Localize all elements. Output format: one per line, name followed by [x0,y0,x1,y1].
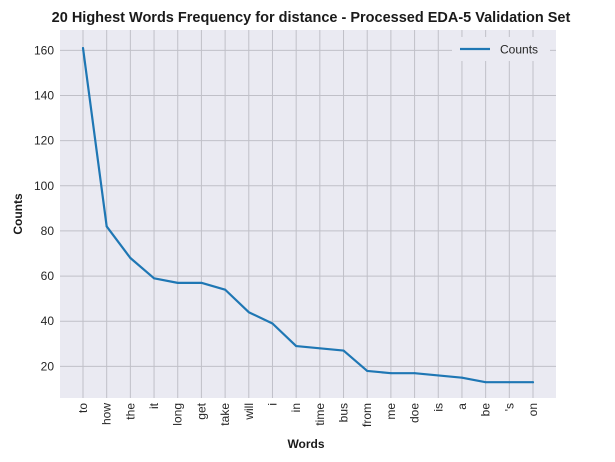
y-tick-label: 80 [41,224,55,238]
y-axis-label: Counts [11,193,25,235]
data-point [176,281,179,284]
x-tick-label: from [360,403,374,427]
data-point [153,277,156,280]
data-point [508,381,511,384]
chart-title: 20 Highest Words Frequency for distance … [52,10,571,26]
y-tick-label: 60 [41,269,55,283]
y-tick-label: 20 [41,359,55,373]
x-tick-label: take [218,403,232,426]
data-point [82,47,84,50]
data-point [460,376,463,379]
legend: Counts [452,37,550,61]
x-tick-label: doe [408,403,422,423]
x-axis-ticks: to how the it long get take will i in time bus from m… [76,402,540,427]
data-point [413,372,416,375]
x-tick-label: long [171,403,185,426]
x-tick-label: to [76,403,90,413]
x-tick-label: is [431,403,445,412]
data-point [389,372,392,375]
x-tick-label: how [100,403,114,425]
x-tick-label: get [194,402,208,419]
series-line-counts [81,46,535,384]
data-point [200,281,203,284]
y-tick-label: 40 [41,314,55,328]
x-tick-label: the [123,403,137,420]
y-axis-ticks: 20 40 60 80 100 120 140 160 [34,43,54,373]
data-point [437,374,440,377]
data-point [318,347,321,350]
y-tick-label: 140 [34,88,54,102]
x-tick-label: in [289,403,303,412]
x-tick-label: will [242,403,256,421]
y-tick-label: 160 [34,43,54,57]
legend-label-counts: Counts [500,43,538,57]
x-tick-label: on [526,403,540,416]
data-point [224,288,227,291]
data-point [342,349,345,352]
plot-area [60,30,556,398]
y-tick-label: 100 [34,179,54,193]
x-tick-label: bus [337,403,351,422]
x-axis-label: Words [287,437,324,451]
data-point [129,257,132,260]
x-tick-label: me [384,403,398,420]
data-point [484,381,487,384]
x-tick-label: 's [502,403,516,411]
data-point [295,345,298,348]
data-point [366,369,369,372]
data-point [247,311,250,314]
grid-lines [60,30,556,398]
x-tick-label: it [147,402,161,409]
x-tick-label: a [455,403,469,410]
y-tick-label: 120 [34,134,54,148]
x-tick-label: be [479,403,493,417]
x-tick-label: time [313,403,327,426]
data-point [271,322,274,325]
data-point [105,225,108,228]
x-tick-label: i [265,403,279,406]
series-points [82,47,534,384]
data-point [532,381,534,384]
